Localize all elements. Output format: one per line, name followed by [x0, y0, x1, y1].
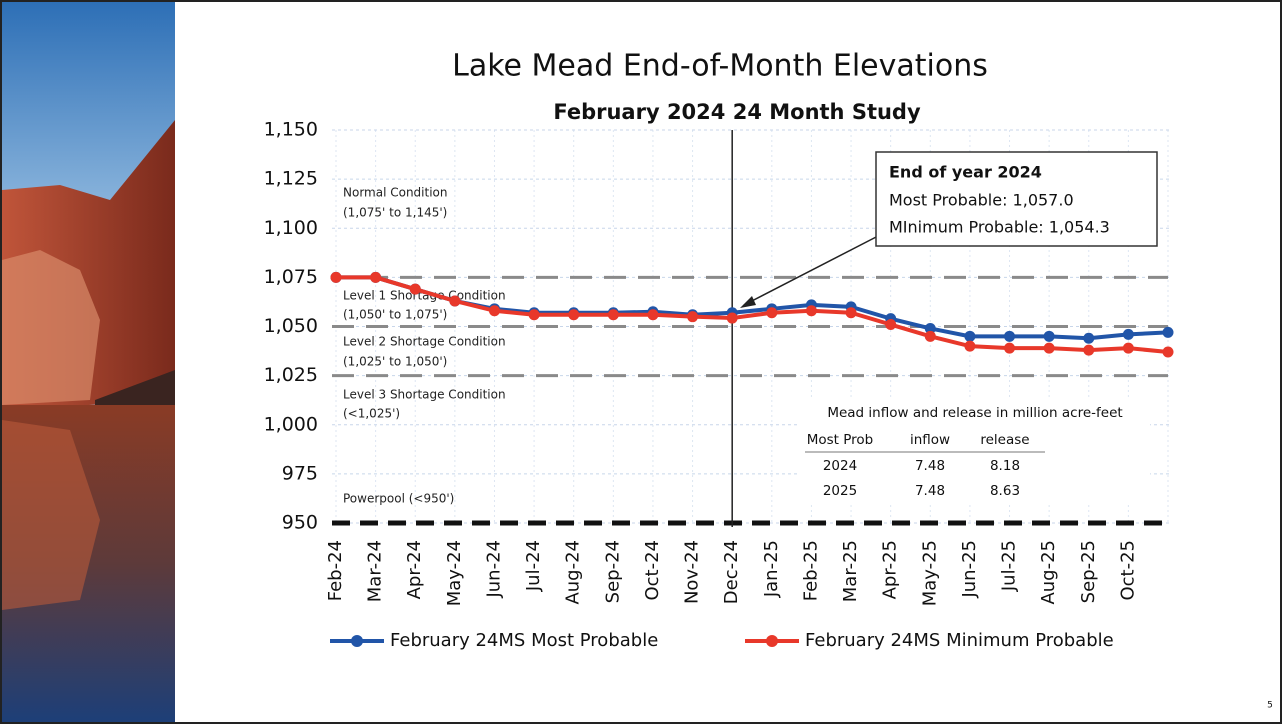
- data-point: [489, 305, 500, 316]
- y-tick-label: 1,150: [264, 119, 318, 141]
- x-tick-label: May-24: [444, 540, 465, 606]
- data-point: [964, 331, 975, 342]
- chart-title: Lake Mead End-of-Month Elevations: [452, 49, 988, 84]
- data-point: [568, 309, 579, 320]
- data-point: [806, 305, 817, 316]
- x-tick-label: Jun-25: [959, 540, 980, 599]
- legend-marker: [351, 635, 363, 647]
- x-tick-label: Oct-24: [642, 540, 663, 601]
- x-tick-label: Nov-24: [682, 540, 703, 604]
- data-point: [1083, 345, 1094, 356]
- x-tick-label: Jul-25: [999, 540, 1020, 592]
- y-tick-label: 1,025: [264, 364, 318, 386]
- x-tick-label: Jun-24: [483, 540, 504, 599]
- table-title: Mead inflow and release in million acre-…: [827, 405, 1122, 421]
- x-tick-label: Sep-25: [1078, 540, 1099, 603]
- condition-range: (1,050' to 1,075'): [343, 308, 447, 322]
- x-tick-label: Sep-24: [602, 540, 623, 603]
- y-tick-label: 1,125: [264, 168, 318, 190]
- x-tick-label: Apr-24: [404, 540, 425, 599]
- y-tick-label: 1,100: [264, 217, 318, 239]
- legend-marker: [766, 635, 778, 647]
- x-tick-label: Feb-24: [325, 540, 346, 601]
- x-tick-label: Jul-24: [523, 540, 544, 592]
- page: {"chart_data": {"type": "line", "title":…: [0, 0, 1282, 724]
- y-tick-label: 1,075: [264, 266, 318, 288]
- y-tick-label: 975: [282, 462, 318, 484]
- x-tick-label: Oct-25: [1117, 540, 1138, 601]
- x-tick-label: Aug-25: [1038, 540, 1059, 605]
- condition-range: (<1,025'): [343, 407, 400, 421]
- data-point: [1163, 327, 1174, 338]
- x-tick-label: Mar-24: [365, 540, 386, 602]
- x-tick-label: Jan-25: [761, 540, 782, 598]
- data-point: [1123, 329, 1134, 340]
- y-tick-label: 1,050: [264, 315, 318, 337]
- data-point: [687, 311, 698, 322]
- data-point: [1004, 331, 1015, 342]
- data-point: [410, 284, 421, 295]
- table-cell: 7.48: [915, 458, 945, 474]
- data-point: [964, 341, 975, 352]
- table-header: Most Prob: [807, 432, 874, 448]
- x-tick-label: Dec-24: [721, 540, 742, 604]
- table-cell: 8.18: [990, 458, 1020, 474]
- data-point: [925, 331, 936, 342]
- data-point: [766, 307, 777, 318]
- table-cell: 7.48: [915, 483, 945, 499]
- legend-label: February 24MS Most Probable: [390, 630, 658, 651]
- table-cell: 2025: [823, 483, 857, 499]
- x-tick-label: Feb-25: [800, 540, 821, 601]
- x-tick-label: Aug-24: [563, 540, 584, 605]
- callout-line: Most Probable: 1,057.0: [889, 191, 1074, 210]
- data-point: [449, 295, 460, 306]
- table-cell: 8.63: [990, 483, 1020, 499]
- x-tick-label: Apr-25: [880, 540, 901, 599]
- data-point: [370, 272, 381, 283]
- table-header: release: [980, 432, 1029, 448]
- data-point: [1004, 343, 1015, 354]
- data-point: [846, 307, 857, 318]
- condition-name: Level 3 Shortage Condition: [343, 388, 506, 402]
- legend-label: February 24MS Minimum Probable: [805, 630, 1114, 651]
- callout-line: MInimum Probable: 1,054.3: [889, 218, 1110, 237]
- data-point: [1044, 331, 1055, 342]
- page-number: 5: [1267, 701, 1273, 711]
- data-point: [647, 309, 658, 320]
- slide: Lake Mead End-of-Month Elevations Februa…: [0, 0, 1282, 724]
- data-point: [1163, 347, 1174, 358]
- data-point: [727, 313, 738, 324]
- condition-name: Powerpool (<950'): [343, 492, 454, 506]
- canyon-photo: [2, 2, 175, 722]
- table-header: inflow: [910, 432, 950, 448]
- condition-name: Level 2 Shortage Condition: [343, 335, 506, 349]
- condition-range: (1,025' to 1,050'): [343, 355, 447, 369]
- data-point: [331, 272, 342, 283]
- data-point: [1123, 343, 1134, 354]
- condition-name: Normal Condition: [343, 186, 448, 200]
- data-point: [1083, 333, 1094, 344]
- condition-range: (1,075' to 1,145'): [343, 206, 447, 220]
- y-tick-label: 950: [282, 512, 318, 534]
- data-point: [1044, 343, 1055, 354]
- y-tick-label: 1,000: [264, 413, 318, 435]
- x-tick-label: May-25: [919, 540, 940, 606]
- data-point: [529, 309, 540, 320]
- data-point: [608, 309, 619, 320]
- x-tick-label: Mar-25: [840, 540, 861, 602]
- callout-title: End of year 2024: [889, 163, 1042, 182]
- table-cell: 2024: [823, 458, 857, 474]
- chart-subtitle: February 2024 24 Month Study: [553, 100, 921, 124]
- data-point: [885, 319, 896, 330]
